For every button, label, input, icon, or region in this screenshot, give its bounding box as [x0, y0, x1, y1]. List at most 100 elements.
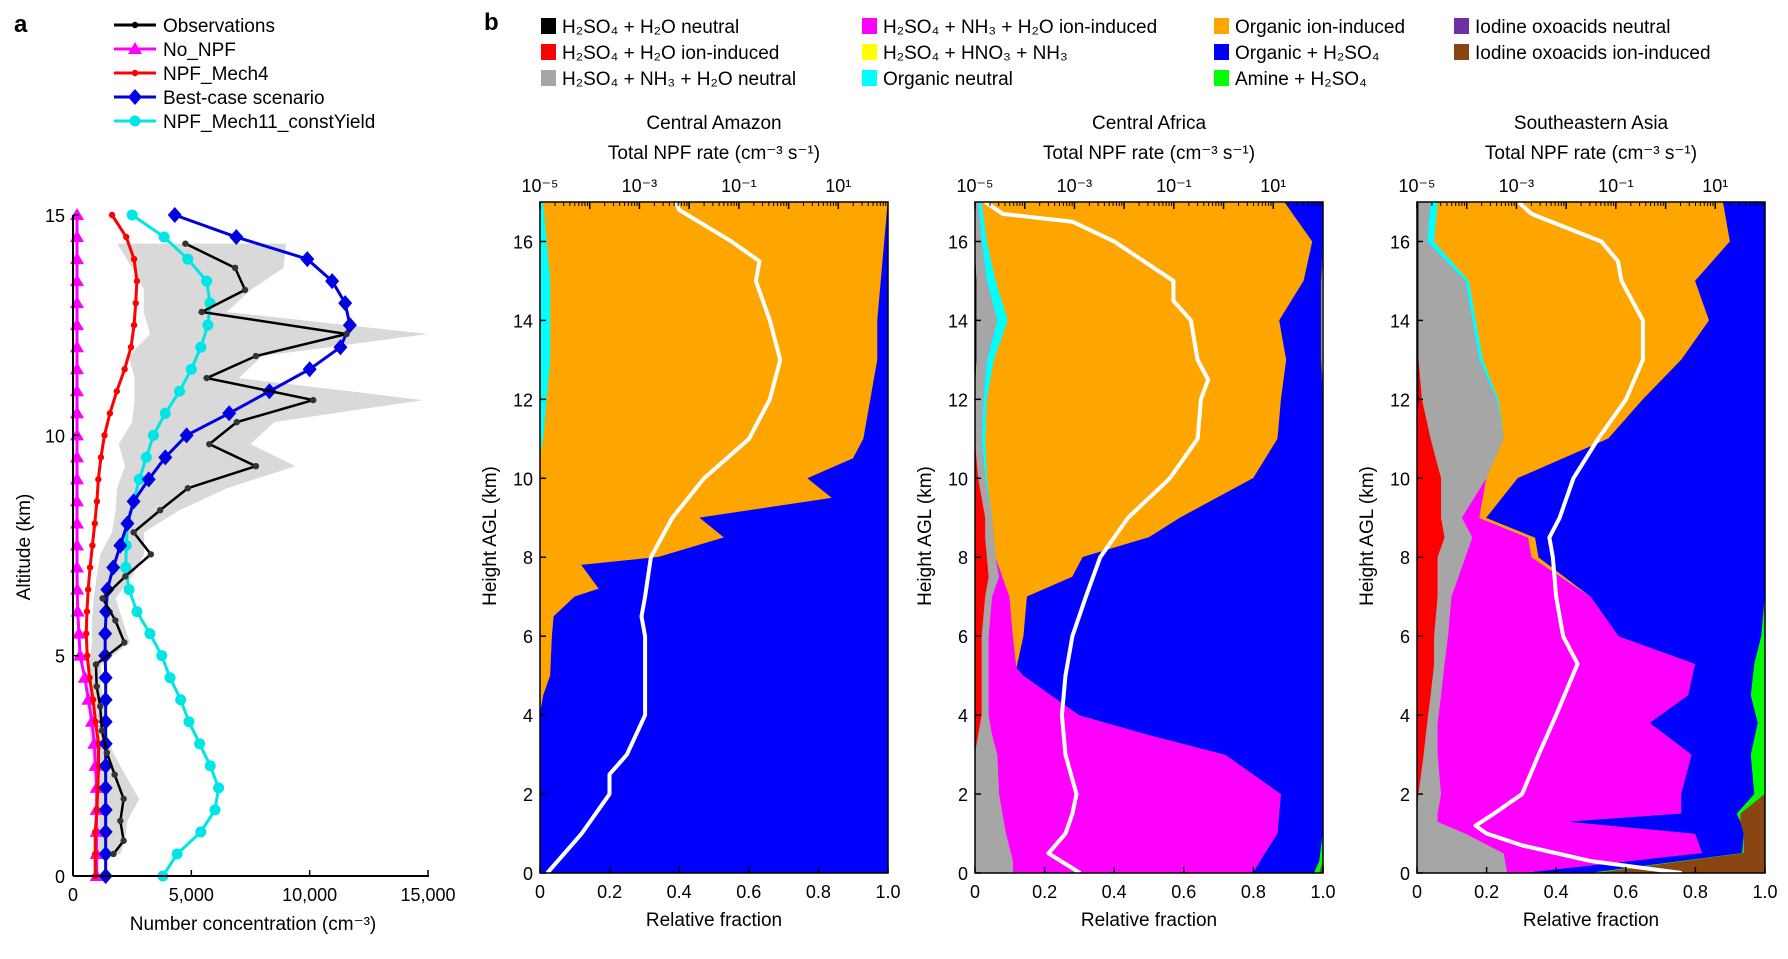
y-tick-label: 4 [523, 706, 533, 726]
region-plot-southeastern-asia: 0 0.2 0.4 0.6 0.8 1.0 0 2 4 6 8 10 12 14 16 10⁻⁵ 10⁻³ 10⁻… [1357, 113, 1778, 931]
legend-swatch [541, 70, 556, 86]
data-point [195, 826, 207, 838]
top-tick-label: 10¹ [825, 176, 851, 196]
x-tick-label: 0.2 [1474, 882, 1499, 902]
x-tick-label: 0.8 [806, 882, 831, 902]
legend-swatch [862, 70, 877, 86]
legend-label: Amine + H₂SO₄ [1235, 69, 1367, 90]
data-point [183, 716, 195, 728]
top-tick-label: 10⁻¹ [1156, 176, 1192, 196]
panel-label-b: b [484, 9, 499, 36]
x-tick-label: 0.4 [1102, 882, 1127, 902]
total-npf-rate-line [545, 201, 783, 875]
region-title: Central Africa [1092, 113, 1206, 134]
data-point [131, 606, 143, 618]
data-point [101, 432, 108, 439]
data-point [325, 273, 340, 290]
legend-label: H₂SO₄ + H₂O neutral [562, 17, 739, 38]
top-tick-label: 10⁻¹ [721, 176, 757, 196]
top-axis-label: Total NPF rate (cm⁻³ s⁻¹) [1485, 143, 1697, 164]
data-point [126, 209, 138, 221]
y-tick-label: 0 [55, 867, 65, 887]
panel-b-plots: 0 0.2 0.4 0.6 0.8 1.0 0 2 4 6 8 10 12 14 16 10⁻⁵ 10⁻³ 10⁻… [480, 113, 1778, 931]
y-tick-label: 6 [523, 627, 533, 647]
data-point [83, 630, 90, 637]
legend-item-organic-ion: Organic ion-induced [1214, 17, 1405, 38]
data-point [202, 319, 214, 331]
data-point [98, 727, 106, 734]
legend-swatch [541, 18, 556, 34]
data-point [92, 718, 99, 725]
data-point [147, 551, 155, 558]
panel-a-plot: 0 5,000 10,000 15,000 0 5 10 15 [45, 206, 456, 905]
data-point [121, 366, 128, 373]
top-tick-label: 10⁻³ [1499, 176, 1535, 196]
data-point [120, 515, 135, 532]
y-tick-label: 2 [1400, 785, 1410, 805]
data-point [92, 828, 99, 836]
x-axis-label: Relative fraction [1081, 910, 1217, 931]
data-point [156, 650, 168, 662]
top-axis-label: Total NPF rate (cm⁻³ s⁻¹) [1043, 143, 1255, 164]
top-tick-label: 10¹ [1260, 176, 1286, 196]
plot-frame [1416, 201, 1766, 874]
data-point [83, 608, 91, 615]
data-point [70, 604, 85, 617]
panel-a-xlabel: Number concentration (cm⁻³) [130, 914, 377, 935]
data-point [158, 449, 173, 466]
y-tick-label: 8 [1400, 548, 1410, 568]
y-tick-label: 2 [523, 785, 533, 805]
data-point [179, 427, 194, 444]
legend-label: Iodine oxoacids ion-induced [1475, 43, 1711, 64]
data-point [300, 251, 315, 268]
data-point [222, 405, 237, 422]
data-point [302, 361, 317, 378]
series-npf-mech4 [83, 211, 141, 880]
region-plot-central-africa: 0 0.2 0.4 0.6 0.8 1.0 0 2 4 6 8 10 12 14 16 10⁻⁵ 10⁻³ 10⁻… [915, 113, 1336, 931]
data-point [123, 233, 130, 241]
data-point [98, 845, 113, 862]
panel-a-legend: Observations No_NPF NPF_Mech4 Best-case sce… [114, 16, 375, 133]
region-title: Southeastern Asia [1514, 113, 1669, 134]
x-axis-label: Relative fraction [646, 910, 782, 931]
y-tick-label: 10 [948, 469, 968, 489]
data-point [100, 581, 115, 598]
legend-swatch [541, 44, 556, 60]
top-tick-label: 10⁻⁵ [957, 176, 994, 196]
legend-item: NPF_Mech11_constYield [114, 112, 375, 133]
data-point [92, 661, 100, 668]
legend-item-organic-neutral: Organic neutral [862, 69, 1013, 90]
data-point [98, 625, 113, 642]
y-tick-label: 14 [1390, 311, 1410, 331]
top-tick-label: 10¹ [1702, 176, 1728, 196]
data-point [108, 211, 116, 219]
legend-swatch [1214, 44, 1229, 60]
data-point [95, 476, 102, 483]
legend-label: Organic + H₂SO₄ [1235, 43, 1380, 64]
legend-item: Observations [114, 16, 275, 37]
x-tick-label: 0.8 [1683, 882, 1708, 902]
data-point [206, 440, 213, 448]
x-tick-label: 10,000 [282, 885, 337, 905]
data-point [89, 696, 97, 703]
data-point [89, 542, 96, 549]
data-point [231, 264, 239, 272]
legend-item-h2so4-h2o-neutral: H₂SO₄ + H₂O neutral [541, 17, 739, 38]
data-point [97, 454, 105, 461]
legend-label: H₂SO₄ + HNO₃ + NH₃ [883, 43, 1068, 64]
y-tick-label: 12 [513, 390, 533, 410]
data-point [86, 564, 94, 571]
y-tick-label: 0 [523, 864, 533, 884]
y-tick-label: 4 [958, 706, 968, 726]
y-tick-label: 5 [55, 647, 65, 667]
x-tick-label: 0.8 [1241, 882, 1266, 902]
data-point [229, 229, 244, 246]
panel-label-a: a [14, 11, 28, 38]
data-point [113, 388, 120, 395]
data-point [201, 275, 213, 287]
data-point [86, 674, 93, 681]
y-tick-label: 12 [948, 390, 968, 410]
region-title: Central Amazon [646, 113, 781, 134]
legend-swatch [1454, 18, 1469, 34]
